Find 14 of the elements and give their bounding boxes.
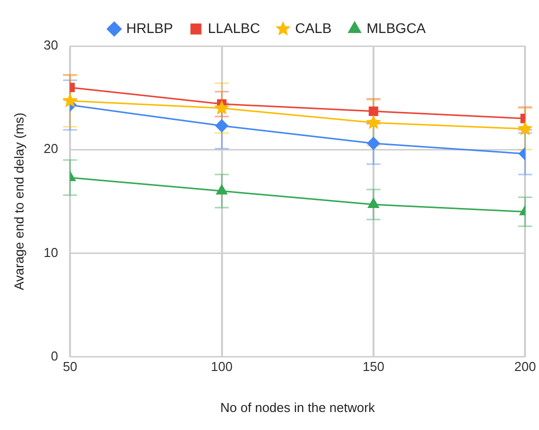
legend-label: LLALBC [208,20,260,36]
legend-label: HRLBP [126,20,173,36]
x-tick-label: 50 [62,359,78,374]
x-tick-label: 200 [514,359,536,374]
legend-label: CALB [295,20,332,36]
x-tick-label: 100 [210,359,233,374]
x-tick-label: 150 [362,359,384,374]
legend-label: MLBGCA [366,20,426,36]
x-axis-title: No of nodes in the network [220,400,376,415]
y-tick-label: 0 [50,348,58,364]
y-axis-title: Avarage end to end delay (ms) [11,112,26,290]
y-tick-label: 10 [44,244,58,260]
y-tick-label: 20 [44,141,58,156]
y-tick-label: 30 [44,38,58,53]
